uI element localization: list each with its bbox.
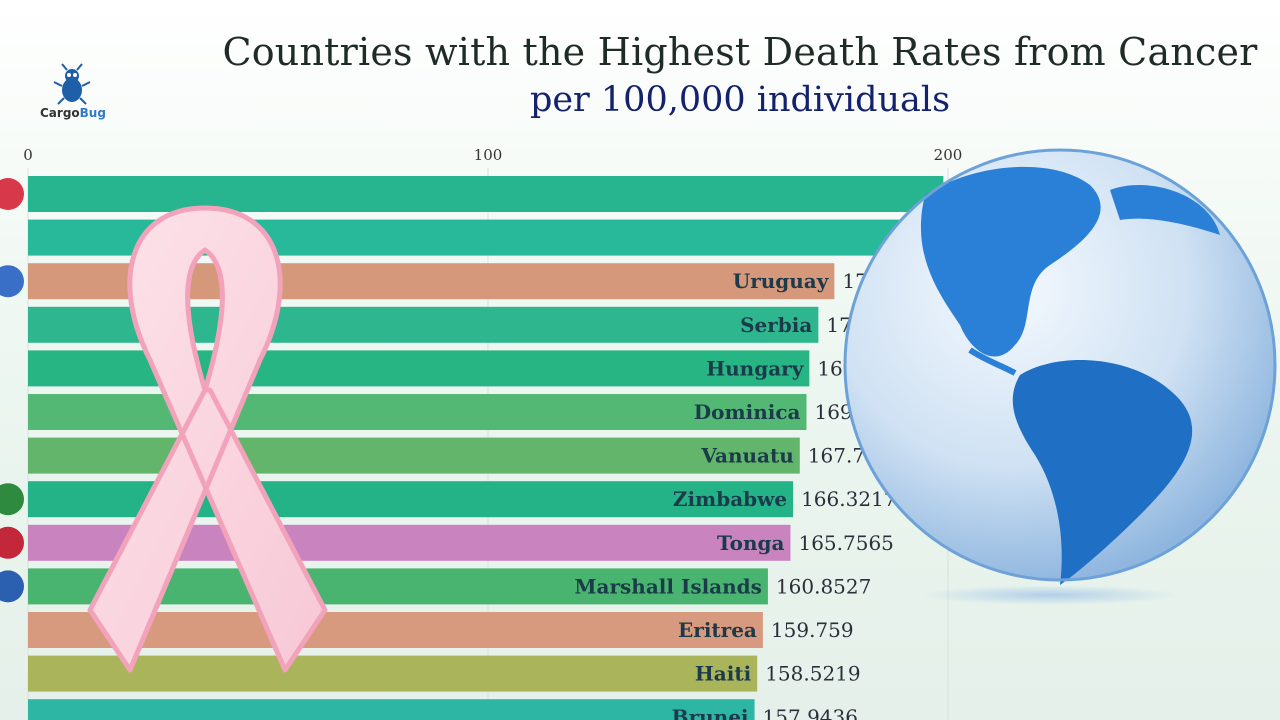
flag-icon xyxy=(0,483,24,516)
bar-category-label: Serbia xyxy=(740,313,812,337)
x-tick-label: 200 xyxy=(934,146,963,164)
bar-value-label: 160.8527 xyxy=(776,574,871,598)
bar xyxy=(28,699,755,720)
bar-category-label: Marshall Islands xyxy=(574,574,762,598)
bar xyxy=(28,437,800,474)
bar xyxy=(28,394,807,430)
bar-value-label: 166.3217 xyxy=(801,487,896,511)
bar-category-label: Tonga xyxy=(717,531,784,555)
x-tick-label: 0 xyxy=(23,146,33,164)
bar-value-label: 157.9436 xyxy=(763,705,858,720)
bar-category-label: Brunei xyxy=(672,705,749,720)
bar xyxy=(28,655,758,692)
flag-icon xyxy=(0,570,24,603)
bar-category-label: Eritrea xyxy=(678,618,757,642)
bar-category-label: Dominica xyxy=(694,400,801,424)
bar xyxy=(28,176,944,212)
bar-value-label: 158.5219 xyxy=(765,662,860,686)
flag-icon xyxy=(0,178,24,210)
flag-icon xyxy=(0,265,24,298)
bar-category-label: Zimbabwe xyxy=(673,487,787,511)
chart-title: Countries with the Highest Death Rates f… xyxy=(222,30,1258,74)
globe-icon xyxy=(843,148,1277,605)
bar-category-label: Hungary xyxy=(706,356,804,380)
flag-icon xyxy=(0,526,24,559)
bar-category-label: Uruguay xyxy=(733,269,830,293)
pink-ribbon-icon xyxy=(87,205,328,673)
chart-subtitle: per 100,000 individuals xyxy=(529,80,951,120)
x-tick-label: 100 xyxy=(474,146,503,164)
bar-category-label: Haiti xyxy=(695,662,752,686)
bar-value-label: 165.7565 xyxy=(798,531,893,555)
cargobug-logo-icon xyxy=(53,63,91,105)
bar-value-label: 159.759 xyxy=(771,618,854,642)
logo-text: CargoBug xyxy=(40,106,106,120)
bar-category-label: Vanuatu xyxy=(700,444,793,468)
